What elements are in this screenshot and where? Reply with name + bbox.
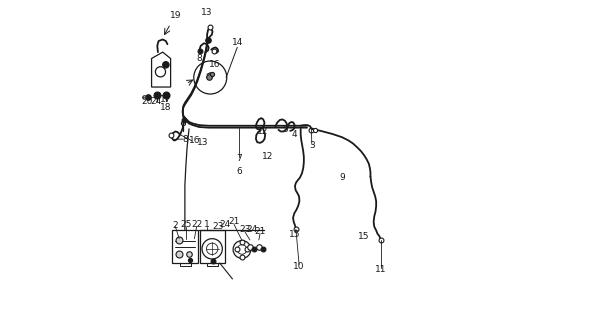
Text: 5: 5 <box>282 125 288 134</box>
Text: 14: 14 <box>231 38 243 47</box>
Text: 6: 6 <box>236 167 242 176</box>
Text: 23: 23 <box>212 222 223 231</box>
Text: 13: 13 <box>196 138 208 147</box>
Text: 2: 2 <box>173 220 178 229</box>
Text: 12: 12 <box>262 152 273 161</box>
Text: 15: 15 <box>289 230 300 239</box>
Text: 23: 23 <box>239 225 251 234</box>
Text: 9: 9 <box>339 173 345 182</box>
Text: 8: 8 <box>196 54 202 63</box>
Text: 21: 21 <box>255 227 266 236</box>
Text: 13: 13 <box>201 8 213 17</box>
Bar <box>172 230 198 263</box>
Text: 24: 24 <box>151 97 162 106</box>
Text: 18: 18 <box>160 103 171 112</box>
Text: 15: 15 <box>358 232 370 241</box>
Text: 24: 24 <box>247 225 258 234</box>
Bar <box>200 230 224 263</box>
Text: 25: 25 <box>180 220 192 228</box>
Text: 20: 20 <box>141 97 152 106</box>
Text: 16: 16 <box>209 60 221 69</box>
Text: 4: 4 <box>292 130 297 139</box>
Text: 3: 3 <box>309 141 315 150</box>
Text: 8: 8 <box>182 135 188 144</box>
Text: 22: 22 <box>191 220 202 228</box>
Text: 19: 19 <box>170 11 181 20</box>
Text: 16: 16 <box>189 136 200 146</box>
Text: 1: 1 <box>204 220 210 228</box>
Text: 21: 21 <box>228 217 240 226</box>
Text: 24: 24 <box>219 220 230 228</box>
Text: 11: 11 <box>375 265 386 274</box>
Text: 7: 7 <box>236 154 242 163</box>
Text: 17: 17 <box>160 95 171 104</box>
Text: 10: 10 <box>293 262 305 271</box>
Text: 12: 12 <box>257 127 268 136</box>
Circle shape <box>162 62 169 68</box>
